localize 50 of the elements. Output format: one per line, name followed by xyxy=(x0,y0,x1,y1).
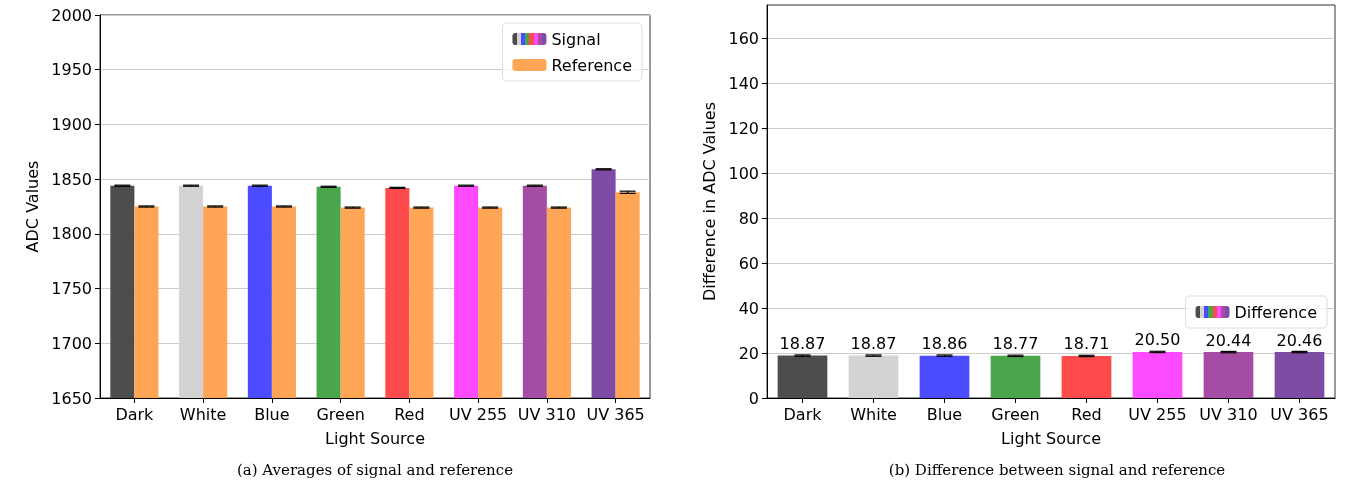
y-axis-title: Difference in ADC Values xyxy=(699,101,719,302)
x-tick-label: UV 310 xyxy=(517,404,577,424)
x-tick-label: Red xyxy=(1071,404,1102,424)
data-label: 18.71 xyxy=(1063,334,1110,354)
y-tick-label: 0 xyxy=(748,388,759,408)
y-tick-label: 1750 xyxy=(51,279,92,299)
x-tick-label: Blue xyxy=(926,404,963,424)
x-tick-label: UV 365 xyxy=(1270,404,1329,424)
y-tick-label: 1650 xyxy=(51,388,92,408)
y-tick-label: 1950 xyxy=(51,60,92,80)
text: (b) Difference between signal and reference xyxy=(888,460,1226,479)
y-tick-label: 20 xyxy=(738,343,759,363)
y-tick-label: 140 xyxy=(728,74,759,94)
data-label: 20.50 xyxy=(1134,330,1181,350)
x-tick-label: White xyxy=(179,404,227,424)
data-label: 18.86 xyxy=(921,334,968,354)
text: (a) Averages of signal and reference xyxy=(236,460,514,479)
x-tick-label: Red xyxy=(394,404,425,424)
data-label: 18.77 xyxy=(992,334,1039,354)
x-tick-label: UV 255 xyxy=(448,404,508,424)
x-tick-label: Blue xyxy=(254,404,290,424)
x-tick-label: White xyxy=(850,404,897,424)
x-tick-label: Dark xyxy=(783,404,823,424)
y-tick-label: 1700 xyxy=(51,333,92,353)
data-label: 20.44 xyxy=(1205,330,1252,350)
x-tick-label: Dark xyxy=(115,404,155,424)
y-tick-label: 80 xyxy=(738,208,759,228)
x-tick-label: UV 310 xyxy=(1199,404,1258,424)
x-tick-label: UV 365 xyxy=(586,404,645,424)
legend-label: Signal xyxy=(551,29,601,49)
y-tick-label: 40 xyxy=(738,298,759,318)
legend-label: Reference xyxy=(551,55,633,75)
y-tick-label: 1800 xyxy=(51,224,92,244)
x-tick-label: Green xyxy=(991,404,1040,424)
y-tick-label: 60 xyxy=(738,253,759,273)
y-tick-label: 1850 xyxy=(51,169,92,189)
x-axis-title: Light Source xyxy=(325,428,425,448)
data-label: 18.87 xyxy=(850,334,897,354)
x-axis-title: Light Source xyxy=(1001,428,1101,448)
data-label: 20.46 xyxy=(1276,330,1323,350)
y-tick-label: 160 xyxy=(728,29,759,49)
data-label: 18.87 xyxy=(779,334,826,354)
y-tick-label: 120 xyxy=(728,119,759,139)
x-tick-label: Green xyxy=(316,404,365,424)
y-tick-label: 100 xyxy=(728,163,759,183)
legend-label: Difference xyxy=(1234,302,1317,322)
y-tick-label: 2000 xyxy=(51,5,92,25)
y-axis-title: ADC Values xyxy=(22,160,42,253)
x-tick-label: UV 255 xyxy=(1128,404,1187,424)
y-tick-label: 1900 xyxy=(51,114,92,134)
